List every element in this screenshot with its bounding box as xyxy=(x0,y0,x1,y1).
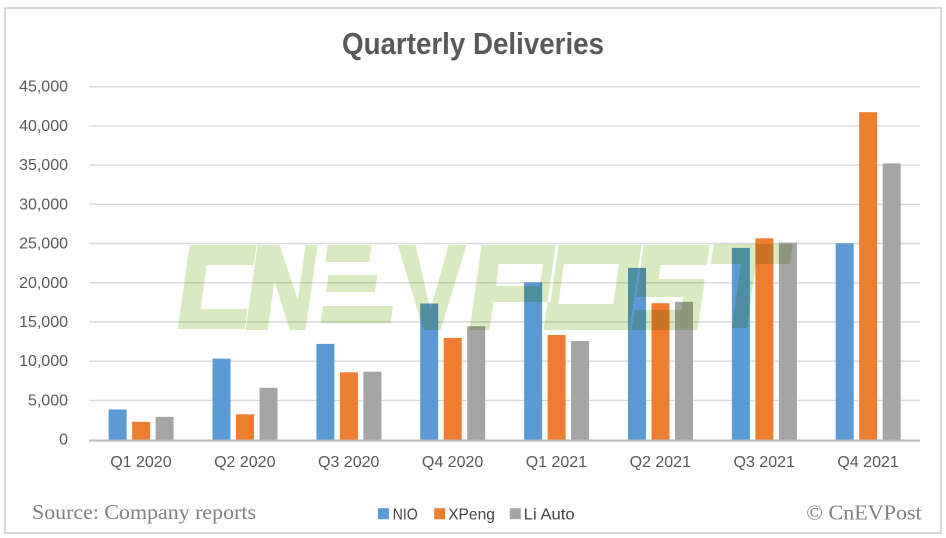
svg-text:XPeng: XPeng xyxy=(448,507,495,524)
svg-text:25,000: 25,000 xyxy=(19,236,68,253)
svg-text:30,000: 30,000 xyxy=(19,196,68,213)
svg-text:© CnEVPost: © CnEVPost xyxy=(806,501,922,525)
svg-text:Q4 2021: Q4 2021 xyxy=(837,454,898,471)
svg-text:20,000: 20,000 xyxy=(19,275,68,292)
svg-text:Q4 2020: Q4 2020 xyxy=(422,454,483,471)
svg-text:Q1 2020: Q1 2020 xyxy=(110,454,171,471)
svg-text:Q3 2020: Q3 2020 xyxy=(318,454,379,471)
svg-text:Source: Company reports: Source: Company reports xyxy=(32,500,256,524)
svg-text:Q2 2021: Q2 2021 xyxy=(630,454,691,471)
svg-text:0: 0 xyxy=(59,432,68,449)
svg-text:5,000: 5,000 xyxy=(28,392,68,409)
svg-text:Li Auto: Li Auto xyxy=(524,507,575,524)
svg-text:10,000: 10,000 xyxy=(19,353,68,370)
svg-text:35,000: 35,000 xyxy=(19,157,68,174)
svg-text:Q1 2021: Q1 2021 xyxy=(526,454,587,471)
svg-text:Quarterly Deliveries: Quarterly Deliveries xyxy=(342,26,604,61)
svg-text:15,000: 15,000 xyxy=(19,314,68,331)
svg-text:45,000: 45,000 xyxy=(19,79,68,96)
svg-text:Q3 2021: Q3 2021 xyxy=(734,454,795,471)
svg-text:NIO: NIO xyxy=(393,507,418,524)
svg-text:40,000: 40,000 xyxy=(19,118,68,135)
svg-text:Q2 2020: Q2 2020 xyxy=(214,454,275,471)
